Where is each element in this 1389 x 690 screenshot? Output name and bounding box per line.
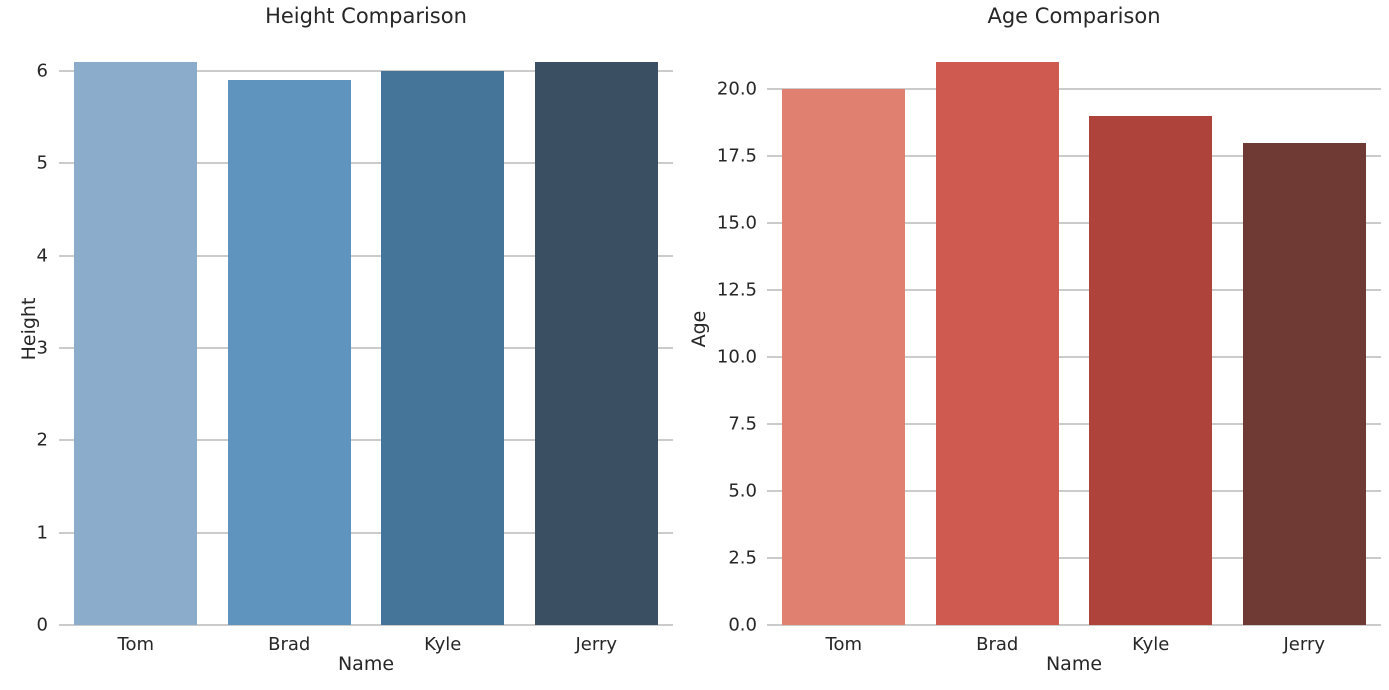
height-bar-brad bbox=[227, 80, 351, 625]
height-chart-xlabel: Name bbox=[337, 653, 395, 675]
age-xtick-label-kyle: Kyle bbox=[1132, 634, 1170, 655]
age-ytick-label: 10.0 bbox=[716, 346, 757, 368]
height-bar-tom bbox=[74, 61, 198, 625]
age-xtick-label-jerry: Jerry bbox=[1283, 634, 1326, 655]
height-xtick-label-tom: Tom bbox=[117, 634, 154, 655]
age-ytick-label: 17.5 bbox=[716, 145, 757, 167]
height-xtick-label-jerry: Jerry bbox=[575, 634, 618, 655]
age-gridline-y15 bbox=[767, 221, 1381, 224]
height-gridline-y0 bbox=[59, 624, 673, 626]
height-ytick-label: 2 bbox=[36, 429, 48, 451]
age-chart-title: Age Comparison bbox=[987, 4, 1161, 28]
age-gridline-y17.5 bbox=[767, 154, 1381, 157]
age-bar-jerry bbox=[1242, 142, 1366, 625]
age-gridline-y10 bbox=[767, 355, 1381, 358]
height-bar-kyle bbox=[381, 70, 505, 625]
height-gridline-y3 bbox=[59, 346, 673, 349]
age-ytick-label: 0.0 bbox=[728, 614, 757, 636]
age-gridline-y0 bbox=[767, 624, 1381, 626]
height-bar-jerry bbox=[534, 61, 658, 625]
height-gridline-y5 bbox=[59, 162, 673, 165]
age-ytick-label: 7.5 bbox=[728, 413, 757, 435]
age-bar-kyle bbox=[1089, 115, 1213, 625]
age-gridline-y2.5 bbox=[767, 556, 1381, 559]
height-ytick-label: 5 bbox=[36, 152, 48, 174]
age-gridline-y7.5 bbox=[767, 422, 1381, 425]
height-chart-title: Height Comparison bbox=[265, 4, 467, 28]
height-ytick-label: 6 bbox=[36, 60, 48, 82]
age-gridline-y20 bbox=[767, 87, 1381, 90]
age-bar-brad bbox=[935, 62, 1059, 625]
age-gridline-y5 bbox=[767, 489, 1381, 492]
height-xtick-label-kyle: Kyle bbox=[424, 634, 462, 655]
age-ytick-label: 5.0 bbox=[728, 480, 757, 502]
height-gridline-y1 bbox=[59, 531, 673, 534]
age-bar-tom bbox=[782, 88, 906, 625]
age-chart-plot-area bbox=[767, 34, 1381, 626]
age-chart-ylabel: Age bbox=[688, 310, 710, 348]
height-chart-plot-area bbox=[59, 34, 673, 626]
height-gridline-y4 bbox=[59, 254, 673, 257]
height-ytick-label: 4 bbox=[36, 245, 48, 267]
age-ytick-label: 12.5 bbox=[716, 279, 757, 301]
height-ytick-label: 0 bbox=[36, 614, 48, 636]
age-chart-xlabel: Name bbox=[1045, 653, 1103, 675]
height-ytick-label: 3 bbox=[36, 337, 48, 359]
age-ytick-label: 20.0 bbox=[716, 78, 757, 100]
age-xtick-label-brad: Brad bbox=[976, 634, 1019, 655]
age-ytick-label: 2.5 bbox=[728, 547, 757, 569]
age-xtick-label-tom: Tom bbox=[825, 634, 862, 655]
age-gridline-y12.5 bbox=[767, 288, 1381, 291]
height-ytick-label: 1 bbox=[36, 522, 48, 544]
height-gridline-y2 bbox=[59, 439, 673, 442]
height-xtick-label-brad: Brad bbox=[268, 634, 311, 655]
height-gridline-y6 bbox=[59, 69, 673, 72]
age-ytick-label: 15.0 bbox=[716, 212, 757, 234]
